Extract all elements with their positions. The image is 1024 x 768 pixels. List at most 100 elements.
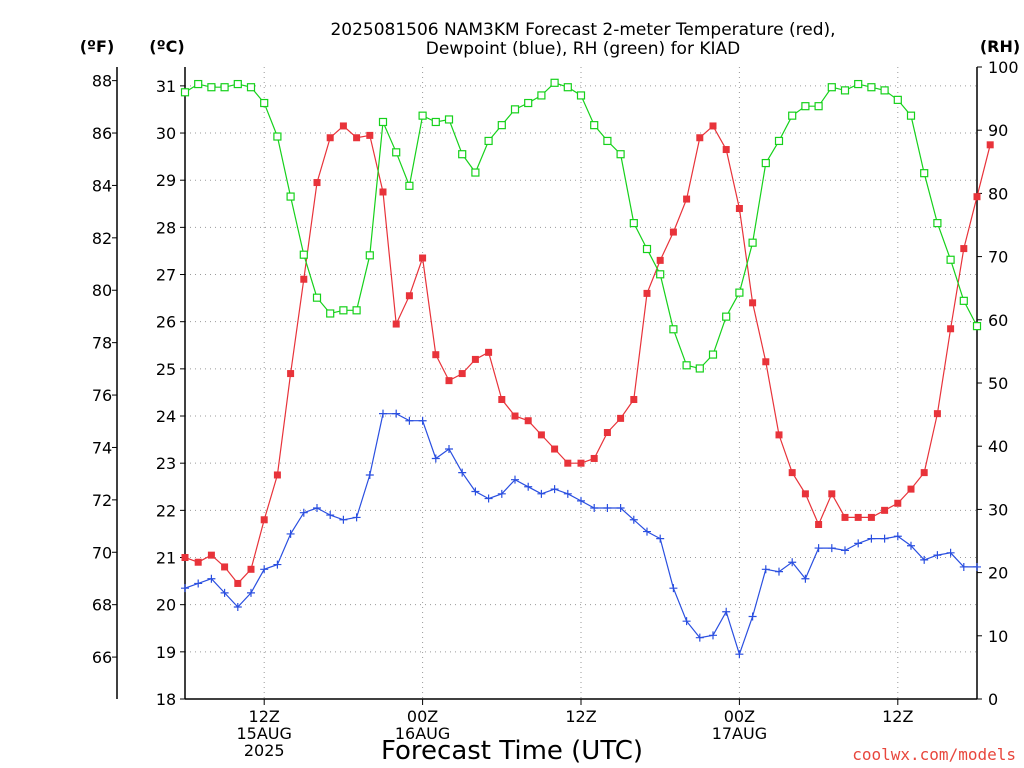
dewpoint-point (313, 503, 321, 512)
temperature-point (234, 579, 242, 587)
temperature-point (287, 370, 295, 378)
temperature-point (419, 254, 427, 262)
temperature-point (313, 179, 321, 187)
temperature-point (577, 459, 585, 467)
dewpoint-point (722, 607, 731, 616)
rh-line (184, 82, 978, 370)
rh-point (656, 270, 665, 279)
rh-tick-label: 90 (988, 121, 1008, 140)
rh-tick-label: 100 (988, 58, 1019, 77)
temperature-point (947, 325, 955, 333)
dewpoint-point (695, 633, 704, 642)
rh-point (893, 95, 902, 104)
rh-tick-label: 50 (988, 374, 1008, 393)
temperature-point (933, 410, 941, 418)
rh-point (497, 121, 506, 130)
dewpoint-point (326, 511, 335, 520)
fahrenheit-tick-label: 84 (92, 176, 112, 195)
dewpoint-point (181, 584, 189, 593)
temperature-point (260, 516, 268, 524)
rh-point (273, 132, 282, 141)
temperature-point (379, 188, 387, 196)
dewpoint-point (273, 560, 282, 569)
dewpoint-point (682, 617, 691, 626)
temperature-point (353, 134, 361, 142)
rh-point (840, 86, 850, 95)
dewpoint-point (220, 588, 229, 597)
rh-point (537, 91, 546, 100)
temperature-point (590, 454, 598, 462)
temperature-point (458, 370, 466, 378)
rh-point (339, 306, 348, 315)
temperature-point (551, 445, 559, 453)
rh-point (207, 83, 216, 92)
dewpoint-point (431, 454, 440, 463)
temperature-point (339, 122, 347, 130)
rh-point (220, 83, 229, 92)
celsius-tick-label: 25 (156, 360, 176, 379)
temperature-point (986, 141, 994, 149)
rh-point (563, 83, 572, 92)
temperature-point (881, 506, 889, 514)
temperature-point (207, 551, 215, 559)
temperature-point (973, 193, 981, 201)
time-tick-label: 2025 (244, 741, 285, 760)
celsius-tick-label: 29 (156, 171, 176, 190)
dewpoint-point (233, 603, 242, 612)
dewpoint-point (577, 496, 585, 505)
rh-point (286, 192, 295, 201)
dewpoint-line (184, 413, 977, 657)
rh-point (260, 98, 269, 108)
temperature-point (749, 299, 757, 307)
rh-point (233, 79, 242, 89)
dewpoint-point (550, 485, 559, 494)
rh-point (920, 169, 929, 178)
dewpoint-point (286, 529, 295, 538)
temperature-point (471, 355, 479, 363)
temperature-point (247, 565, 255, 573)
rh-tick-label: 70 (988, 248, 1008, 267)
dewpoint-point (339, 515, 348, 524)
time-tick-label: 17AUG (712, 724, 767, 743)
dewpoint-point (841, 546, 849, 555)
celsius-tick-label: 24 (156, 407, 176, 426)
dewpoint-point (392, 409, 401, 418)
rh-point (246, 83, 256, 92)
rh-point (695, 364, 704, 373)
temperature-point (405, 292, 413, 300)
temperature-point (537, 431, 545, 439)
rh-point (510, 105, 520, 114)
dewpoint-point (194, 579, 203, 588)
dewpoint-point (418, 416, 427, 425)
rh-tick-label: 10 (988, 627, 1008, 646)
temperature-point (867, 513, 875, 521)
celsius-tick-label: 31 (156, 77, 176, 96)
time-tick-label: 15AUG (236, 724, 291, 743)
temperature-point (894, 499, 902, 507)
rh-point (827, 83, 836, 92)
rh-point (576, 91, 586, 100)
fahrenheit-tick-label: 78 (92, 334, 112, 353)
temperature-point (841, 513, 849, 521)
temperature-point (511, 412, 519, 420)
axes: 66 68 70 72 74 76 78 80 82 84 86 88 18 19 20 21 22 23 24 25… (92, 58, 1019, 760)
celsius-tick-label: 21 (156, 549, 176, 568)
rh-point (603, 136, 612, 146)
fahrenheit-tick-label: 68 (92, 596, 112, 615)
rh-point (669, 325, 678, 334)
rh-point (392, 148, 401, 157)
temperature-point (960, 245, 968, 253)
grid-lines (185, 67, 977, 699)
chart-title-line2: Dewpoint (blue), RH (green) for KIAD (426, 39, 740, 59)
dewpoint-point (379, 409, 387, 418)
temperature-point (432, 351, 440, 359)
dewpoint-point (946, 548, 955, 557)
fahrenheit-tick-label: 76 (92, 386, 112, 405)
temperature-point (273, 471, 281, 479)
dewpoint-point (907, 541, 915, 550)
temperature-point (669, 228, 677, 236)
dewpoint-point (669, 584, 678, 593)
dewpoint-point (709, 631, 717, 640)
rh-tick-label: 60 (988, 311, 1008, 330)
temperature-point (564, 459, 572, 467)
